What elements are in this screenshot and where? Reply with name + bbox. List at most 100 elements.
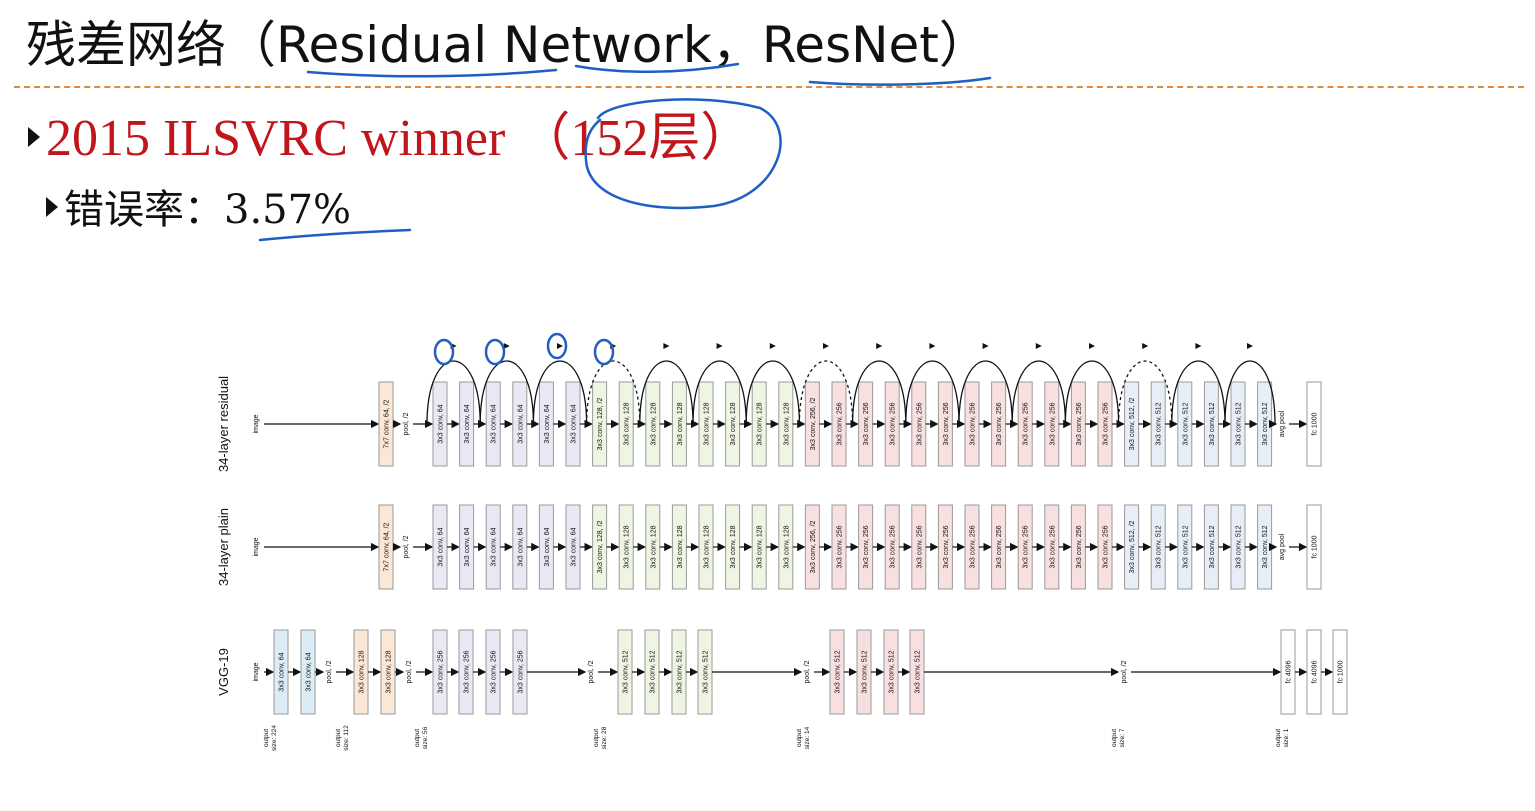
skip-connection <box>851 360 907 425</box>
layer-block <box>1332 629 1348 715</box>
layer-label: 7x7 conv, 64, /2 <box>384 399 391 448</box>
layer-label: 3x3 conv, 128 <box>704 525 711 568</box>
layer-label: 3x3 conv, 128 <box>624 525 631 568</box>
layer-label: 3x3 conv, 64 <box>544 527 551 566</box>
skip-arrowhead <box>1035 343 1042 349</box>
layer-label: 3x3 conv, 256 <box>464 650 471 693</box>
layer-label: 3x3 conv, 128 <box>730 525 737 568</box>
pool-label: pool, /2 <box>403 535 410 558</box>
skip-arrowhead <box>982 343 989 349</box>
layer-label: 3x3 conv, 64 <box>544 404 551 443</box>
skip-connection <box>745 360 801 425</box>
layer-label: 3x3 conv, 256 <box>943 525 950 568</box>
layer-label: 3x3 conv, 512 <box>1182 402 1189 445</box>
layer-label: 3x3 conv, 128 <box>730 402 737 445</box>
layer-label: 3x3 conv, 128 <box>624 402 631 445</box>
pool-label: pool, /2 <box>804 660 811 683</box>
input-label: image <box>253 414 260 433</box>
skip-connection <box>479 360 535 425</box>
layer-label: fc 1000 <box>1312 412 1319 435</box>
bullet-triangle-icon <box>28 127 40 148</box>
layer-label: 3x3 conv, 64 <box>464 527 471 566</box>
row-label: VGG-19 <box>216 648 231 696</box>
skip-arrowhead <box>450 343 457 349</box>
layer-label: 3x3 conv, 256 <box>890 525 897 568</box>
layer-label: 3x3 conv, 256 <box>863 525 870 568</box>
layer-label: 3x3 conv, 512 <box>623 650 630 693</box>
layer-label: 3x3 conv, 512 <box>650 650 657 693</box>
layer-label: 3x3 conv, 64 <box>491 527 498 566</box>
pool-label: pool, /2 <box>406 660 413 683</box>
layer-label: 3x3 conv, 512, /2 <box>1129 520 1136 573</box>
pool-label: pool, /2 <box>588 660 595 683</box>
output-size-text: output <box>1275 729 1282 747</box>
layer-label: 3x3 conv, 256 <box>943 402 950 445</box>
layer-label: 3x3 conv, 512 <box>1182 525 1189 568</box>
layer-label: 3x3 conv, 512 <box>677 650 684 693</box>
output-size-label: output size: 7 <box>1111 728 1126 747</box>
output-size-label: output size: 14 <box>796 726 811 749</box>
layer-label: 3x3 conv, 128, /2 <box>597 397 604 450</box>
output-size-label: output size: 224 <box>263 725 278 751</box>
skip-arrowhead <box>557 343 563 349</box>
layer-label: 3x3 conv, 64 <box>571 404 578 443</box>
layer-label: 3x3 conv, 256 <box>1076 525 1083 568</box>
skip-arrowhead <box>929 343 936 349</box>
layer-label: fc 4096 <box>1286 660 1293 683</box>
skip-arrowhead <box>503 343 510 349</box>
layer-label: 3x3 conv, 256 <box>491 650 498 693</box>
layer-label: 3x3 conv, 512 <box>1236 402 1243 445</box>
layer-label: 3x3 conv, 256, /2 <box>810 520 817 573</box>
diagram-row: 34-layer residual image 7x7 conv, 64, /2 po… <box>216 343 1322 472</box>
output-size-text: output <box>335 729 342 747</box>
layer-label: 3x3 conv, 256 <box>1023 525 1030 568</box>
skip-arrowhead <box>1089 343 1095 349</box>
skip-arrowhead <box>1195 343 1202 349</box>
skip-connection <box>639 360 694 425</box>
layer-label: 3x3 conv, 512 <box>1156 525 1163 568</box>
layer-label: 3x3 conv, 512 <box>1262 402 1269 445</box>
layer-label: 3x3 conv, 512, /2 <box>1129 397 1136 450</box>
layer-label: 3x3 conv, 64 <box>491 404 498 443</box>
layer-label: 3x3 conv, 128 <box>783 402 790 445</box>
layer-label: 3x3 conv, 512 <box>835 650 842 693</box>
bullet-triangle-icon <box>46 197 58 217</box>
layer-label: 3x3 conv, 512 <box>703 650 710 693</box>
layer-label: 3x3 conv, 256 <box>890 402 897 445</box>
output-size-text: size: 56 <box>422 726 429 749</box>
layer-label: 3x3 conv, 128, /2 <box>597 520 604 573</box>
output-size-label: output size: 56 <box>414 726 429 749</box>
layer-label: 3x3 conv, 256 <box>438 650 445 693</box>
layer-label: 3x3 conv, 128 <box>677 402 684 445</box>
skip-arrowhead <box>610 343 617 349</box>
skip-connection <box>1117 360 1173 425</box>
bullet-error-rate: 错误率：3.57% <box>46 182 351 238</box>
input-label: image <box>253 537 260 556</box>
layer-label: 3x3 conv, 128 <box>386 650 393 693</box>
skip-connection <box>958 360 1013 425</box>
pool-label: pool, /2 <box>403 412 410 435</box>
skip-connection <box>1011 360 1067 425</box>
pool-label: avg pool <box>1279 533 1286 560</box>
layer-label: fc 1000 <box>1338 660 1345 683</box>
layer-label: 3x3 conv, 64 <box>517 527 524 566</box>
skip-connection <box>905 360 960 425</box>
output-size-text: output <box>796 729 803 747</box>
layer-label: 3x3 conv, 256 <box>1076 402 1083 445</box>
layer-label: 3x3 conv, 256 <box>518 650 525 693</box>
layer-label: 3x3 conv, 512 <box>889 650 896 693</box>
layer-label: fc 1000 <box>1312 535 1319 558</box>
layer-label: 3x3 conv, 512 <box>862 650 869 693</box>
skip-connection <box>692 360 747 425</box>
layer-label: 3x3 conv, 256 <box>970 402 977 445</box>
layer-label: 3x3 conv, 128 <box>650 402 657 445</box>
skip-arrowhead <box>769 343 776 349</box>
layer-label: 3x3 conv, 256 <box>1103 525 1110 568</box>
skip-arrowhead <box>1142 343 1149 349</box>
output-size-text: output <box>1111 729 1118 747</box>
layer-label: 3x3 conv, 128 <box>359 650 366 693</box>
skip-connection <box>1224 360 1276 425</box>
skip-connection <box>532 360 588 425</box>
output-size-text: size: 28 <box>601 726 608 749</box>
layer-label: 3x3 conv, 256 <box>837 525 844 568</box>
